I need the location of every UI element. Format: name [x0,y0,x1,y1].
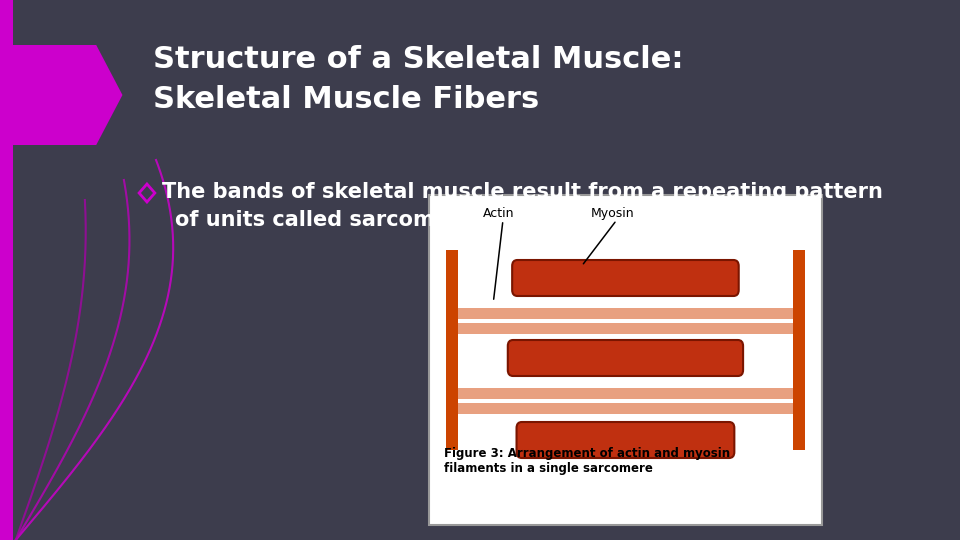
Polygon shape [0,45,123,145]
Text: Structure of a Skeletal Muscle:: Structure of a Skeletal Muscle: [153,45,684,74]
Bar [619,322,793,334]
Bar [619,402,793,414]
Text: Actin: Actin [483,207,515,220]
Bar [458,402,632,414]
Bar [0,0,13,540]
Bar [793,250,804,450]
Text: Skeletal Muscle Fibers: Skeletal Muscle Fibers [153,85,540,114]
Text: The bands of skeletal muscle result from a repeating pattern: The bands of skeletal muscle result from… [162,182,882,202]
Text: Myosin: Myosin [590,207,635,220]
Text: Figure 3: Arrangement of actin and myosin
filaments in a single sarcomere: Figure 3: Arrangement of actin and myosi… [444,447,731,475]
Bar [458,388,632,399]
FancyBboxPatch shape [513,260,738,296]
Bar [458,322,632,334]
FancyBboxPatch shape [516,422,734,458]
Bar [619,388,793,399]
Bar [458,307,632,319]
FancyBboxPatch shape [508,340,743,376]
Bar [428,195,823,525]
Text: of units called sarcomeres: of units called sarcomeres [175,210,486,230]
Bar [619,307,793,319]
Bar [446,250,458,450]
